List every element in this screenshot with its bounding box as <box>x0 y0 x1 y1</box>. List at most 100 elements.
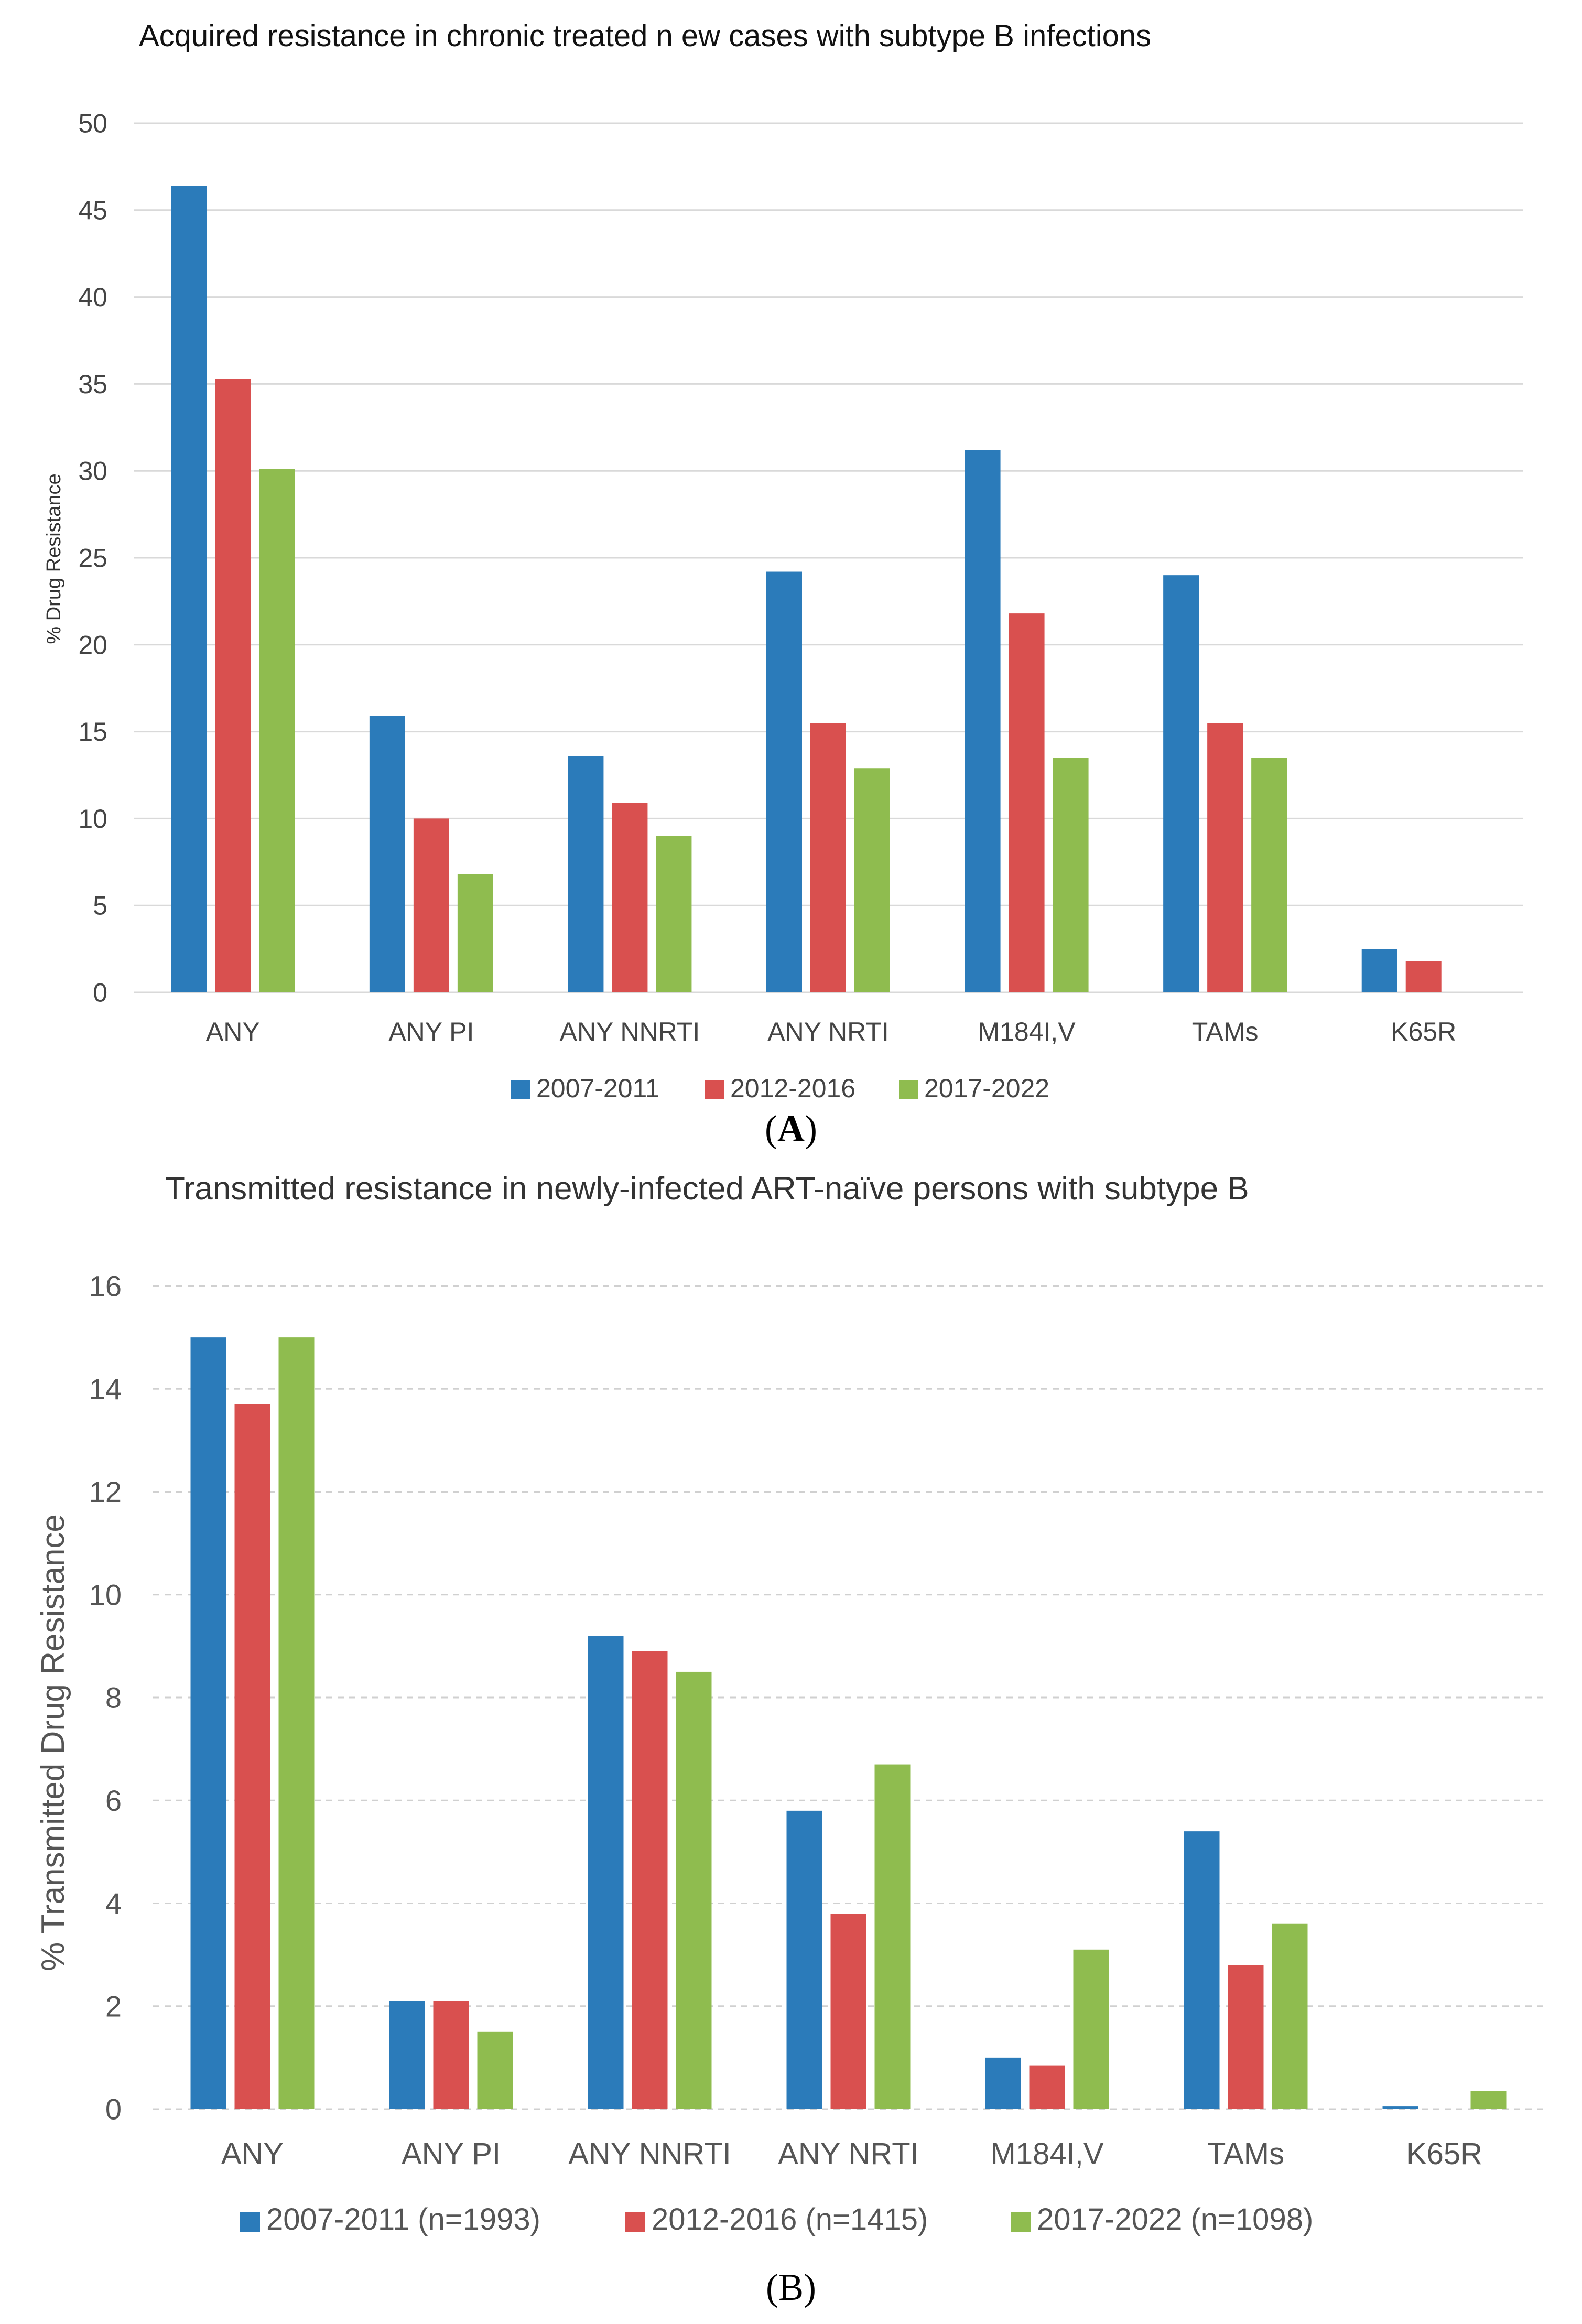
chart-a-legend: 2007-2011 2012-2016 2017-2022 <box>511 1074 1049 1103</box>
x-tick-label: ANY PI <box>402 2137 501 2171</box>
legend-swatch <box>511 1080 530 1099</box>
y-tick-label: 25 <box>78 544 107 573</box>
chart-a-title: Acquired resistance in chronic treated n… <box>139 19 1151 53</box>
bar <box>874 1764 911 2109</box>
chart-a-x-tick-labels: ANY ANY PI ANY NNRTI ANY NRTI M184I,V TAMs K65… <box>206 1017 1456 1046</box>
legend-label: 2007-2011 (n=1993) <box>266 2202 540 2236</box>
bar <box>632 1651 668 2109</box>
bar <box>656 836 692 992</box>
chart-b-x-tick-labels: ANY ANY PI ANY NNRTI ANY NRTI M184I,V TAMs K65… <box>221 2137 1482 2171</box>
bar <box>413 818 449 992</box>
bar <box>215 379 251 992</box>
y-tick-label: 0 <box>93 978 107 1008</box>
bar <box>433 2001 469 2109</box>
legend-swatch <box>625 2212 645 2232</box>
y-tick-label: 2 <box>105 1990 122 2023</box>
x-tick-label: K65R <box>1391 1017 1456 1046</box>
x-tick-label: TAMs <box>1192 1017 1259 1046</box>
chart-b-y-axis-label: % Transmitted Drug Resistance <box>35 1514 71 1971</box>
bar <box>830 1914 866 2109</box>
y-tick-label: 6 <box>105 1784 122 1817</box>
bar <box>786 1810 822 2109</box>
chart-a-bars <box>171 186 1442 993</box>
bar <box>1382 2106 1418 2109</box>
bar <box>854 768 890 992</box>
chart-b: Transmitted resistance in newly-infected… <box>35 1171 1544 2236</box>
bar <box>810 723 846 992</box>
y-tick-label: 10 <box>89 1578 122 1611</box>
bar <box>259 469 295 992</box>
bar <box>1009 613 1045 992</box>
bar <box>171 186 207 993</box>
chart-a-y-axis-label: % Drug Resistance <box>43 473 65 644</box>
legend-swatch <box>899 1080 918 1099</box>
x-tick-label: K65R <box>1406 2137 1482 2171</box>
bar <box>278 1337 315 2109</box>
bar <box>1207 723 1243 992</box>
bar <box>190 1337 226 2109</box>
bar <box>1272 1923 1308 2109</box>
chart-b-bars <box>190 1337 1507 2109</box>
bar <box>1073 1949 1109 2109</box>
bar <box>676 1671 712 2109</box>
legend-swatch <box>1011 2212 1031 2232</box>
x-tick-label: ANY NNRTI <box>560 1017 700 1046</box>
legend-label: 2017-2022 <box>924 1074 1049 1103</box>
y-tick-label: 30 <box>78 457 107 486</box>
chart-b-title: Transmitted resistance in newly-infected… <box>165 1171 1249 1207</box>
bar <box>234 1404 270 2109</box>
y-tick-label: 4 <box>105 1887 122 1920</box>
legend-swatch <box>240 2212 260 2232</box>
x-tick-label: ANY NRTI <box>778 2137 919 2171</box>
bar <box>1184 1831 1220 2109</box>
bar <box>588 1636 624 2109</box>
legend-swatch <box>705 1080 724 1099</box>
x-tick-label: ANY NRTI <box>767 1017 889 1046</box>
bar <box>766 571 802 992</box>
bar <box>1361 949 1397 992</box>
y-tick-label: 0 <box>105 2093 122 2126</box>
bar <box>1228 1965 1264 2109</box>
legend-label: 2012-2016 (n=1415) <box>652 2202 928 2236</box>
legend-label: 2012-2016 <box>730 1074 855 1103</box>
bar <box>985 2057 1021 2109</box>
bar <box>965 450 1001 993</box>
bar <box>457 874 493 992</box>
legend-label: 2017-2022 (n=1098) <box>1037 2202 1313 2236</box>
chart-b-y-tick-labels: 0 2 4 6 8 10 12 14 16 <box>89 1270 122 2126</box>
bar <box>568 756 604 992</box>
bar <box>1163 575 1199 992</box>
x-tick-label: M184I,V <box>991 2137 1104 2171</box>
y-tick-label: 40 <box>78 283 107 312</box>
x-tick-label: M184I,V <box>978 1017 1076 1046</box>
x-tick-label: ANY <box>221 2137 284 2171</box>
y-tick-label: 5 <box>93 891 107 921</box>
bar <box>1251 758 1287 992</box>
y-tick-label: 8 <box>105 1681 122 1714</box>
bar <box>1470 2091 1507 2109</box>
bar <box>612 803 648 992</box>
y-tick-label: 14 <box>89 1372 122 1406</box>
chart-a: Acquired resistance in chronic treated n… <box>43 19 1523 1103</box>
bar <box>389 2001 425 2109</box>
panel-label-a: (A) <box>765 1108 817 1150</box>
bar <box>1053 758 1089 992</box>
y-tick-label: 12 <box>89 1475 122 1508</box>
x-tick-label: TAMs <box>1207 2137 1284 2171</box>
chart-a-y-tick-labels: 0 5 10 15 20 25 30 35 40 45 50 <box>78 109 107 1008</box>
y-tick-label: 50 <box>78 109 107 138</box>
chart-b-legend: 2007-2011 (n=1993) 2012-2016 (n=1415) 2017… <box>240 2202 1313 2236</box>
bar <box>369 716 405 992</box>
x-tick-label: ANY <box>206 1017 260 1046</box>
bar <box>477 2031 513 2109</box>
bar <box>1029 2065 1065 2109</box>
x-tick-label: ANY NNRTI <box>568 2137 731 2171</box>
panel-label-b: (B) <box>766 2266 816 2308</box>
y-tick-label: 35 <box>78 370 107 399</box>
legend-label: 2007-2011 <box>536 1074 659 1103</box>
chart-a-gridlines <box>134 122 1523 993</box>
y-tick-label: 45 <box>78 196 107 225</box>
x-tick-label: ANY PI <box>388 1017 474 1046</box>
y-tick-label: 15 <box>78 717 107 747</box>
bar <box>1405 961 1442 992</box>
